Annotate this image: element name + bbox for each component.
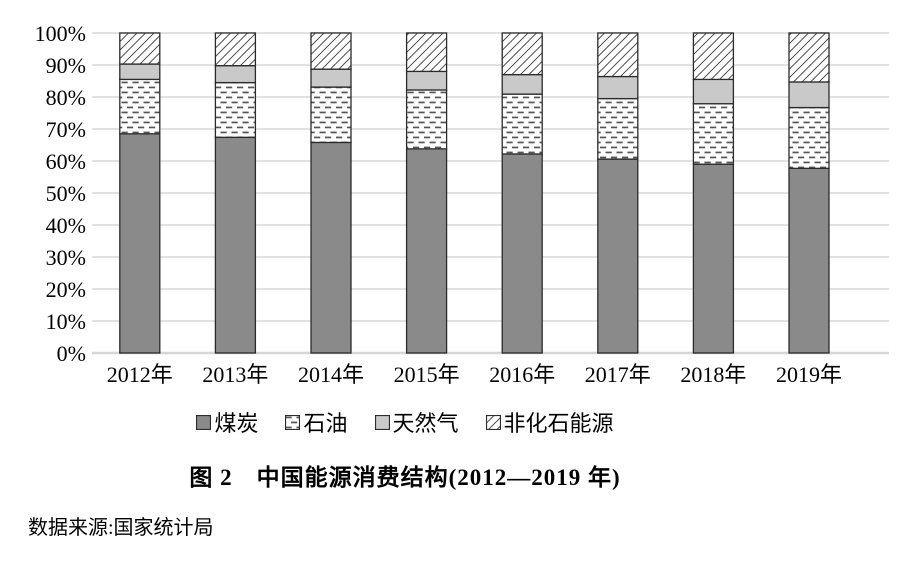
y-tick-label: 0% [57,341,86,366]
bar-segment [788,167,830,354]
bar-segment [119,63,161,81]
bar-segment [119,133,161,354]
bar-segment [597,97,639,160]
bar-segment [597,75,639,100]
bar-segment [310,141,352,354]
bar-segment [788,32,830,83]
bar-segment [692,32,735,81]
chart-legend: 煤炭 石油 天然气 非化石能源 [0,406,810,438]
bar-segment [310,86,352,144]
y-tick-label: 30% [46,245,86,270]
bar-segment [692,103,735,165]
bar-segment [214,32,257,67]
y-tick-label: 50% [46,181,86,206]
legend-label-natural-gas: 天然气 [392,411,459,436]
x-category-label: 2016年 [489,362,555,387]
bar-segment [788,81,830,109]
data-source-note: 数据来源:国家统计局 [28,517,214,539]
y-tick-label: 80% [46,85,86,110]
y-tick-label: 10% [46,309,86,334]
oil-swatch-icon [285,414,301,430]
y-tick-label: 70% [46,117,86,142]
bar-segment [788,106,830,170]
bar-segment [501,32,543,76]
bar-segment [214,136,257,354]
bar-segment [310,68,352,88]
non-fossil-swatch-icon [485,414,501,430]
legend-item-coal: 煤炭 [196,406,258,438]
bar-segment [692,78,735,105]
bar-segment [214,81,257,138]
legend-label-oil: 石油 [303,411,348,436]
bar-segment [501,73,543,95]
legend-item-oil: 石油 [285,406,348,438]
x-category-label: 2013年 [202,362,268,387]
bar-segment [405,70,448,91]
y-tick-label: 100% [35,21,86,46]
legend-label-coal: 煤炭 [214,411,259,436]
bar-segment [214,64,257,84]
legend-label-non-fossil: 非化石能源 [503,411,614,436]
x-category-label: 2018年 [680,362,746,387]
coal-swatch-icon [196,414,212,430]
x-category-label: 2017年 [585,362,651,387]
bar-segment [405,148,448,354]
bar-segment [597,32,639,78]
y-tick-label: 40% [46,213,86,238]
energy-consumption-stacked-bar-chart: 0% 10% 20% 30% 40% 50% 60% 70% 80% 90% 100% 2012年 20… [35,21,889,387]
legend-item-natural-gas: 天然气 [374,406,459,438]
y-tick-label: 60% [46,149,86,174]
x-category-label: 2015年 [394,362,460,387]
x-category-label: 2014年 [298,362,364,387]
bar-segment [405,32,448,73]
x-category-label: 2012年 [107,362,173,387]
y-tick-label: 20% [46,277,86,302]
bar-segment [692,163,735,354]
bar-segment [501,153,543,354]
natural-gas-swatch-icon [374,414,390,430]
bar-segment [501,93,543,155]
bar-segment [405,89,448,150]
bar-segment [119,32,161,65]
bar-segment [597,158,639,354]
bar-segment [310,32,352,70]
bar-segment [119,78,161,135]
y-tick-label: 90% [46,53,86,78]
legend-item-non-fossil: 非化石能源 [485,406,614,438]
x-category-label: 2019年 [776,362,842,387]
figure-caption: 图 2 中国能源消费结构(2012—2019 年) [189,465,621,490]
